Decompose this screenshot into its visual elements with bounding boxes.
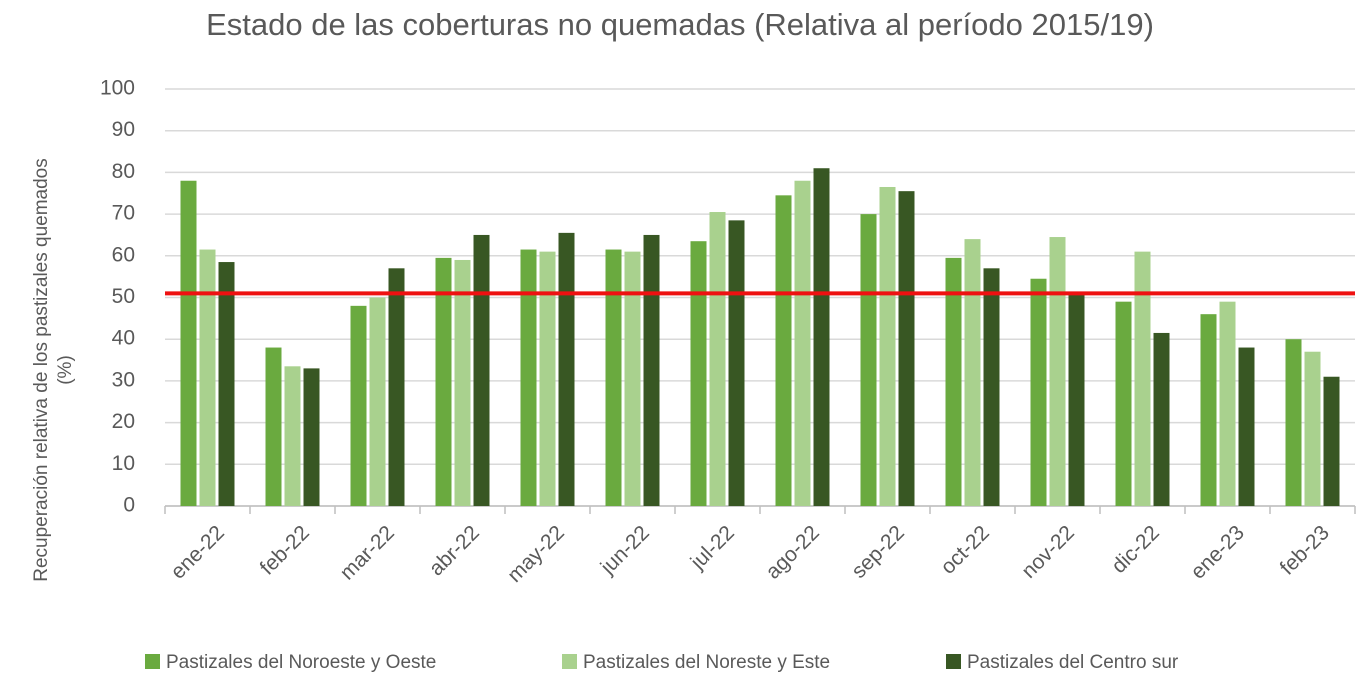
y-axis-label: (%) <box>55 355 76 385</box>
bar <box>643 234 660 506</box>
y-tick-label: 40 <box>112 327 135 350</box>
bar <box>775 195 792 506</box>
bar <box>813 168 830 507</box>
bar <box>520 249 537 507</box>
bar <box>454 259 471 506</box>
y-tick-label: 100 <box>100 77 135 100</box>
y-tick-label: 70 <box>112 202 135 225</box>
x-tick-label: ene-23 <box>1186 521 1249 584</box>
bar <box>1219 301 1236 506</box>
bar <box>1238 347 1255 506</box>
legend-label: Pastizales del Noroeste y Oeste <box>166 652 436 673</box>
x-tick-label: jun-22 <box>596 521 654 579</box>
bar <box>1049 237 1066 506</box>
y-tick-label: 0 <box>123 494 135 517</box>
legend-label: Pastizales del Noreste y Este <box>583 652 830 673</box>
bar <box>1115 301 1132 506</box>
bar <box>539 251 556 506</box>
x-tick-label: feb-23 <box>1276 521 1334 579</box>
bar <box>369 297 386 506</box>
y-tick-label: 20 <box>112 410 135 433</box>
bar <box>180 180 197 507</box>
bar <box>199 249 216 507</box>
x-tick-label: ene-22 <box>166 521 229 584</box>
x-tick-label: oct-22 <box>936 521 994 579</box>
legend-swatch <box>145 654 160 669</box>
x-tick-label: nov-22 <box>1017 521 1079 583</box>
bar <box>350 305 367 506</box>
bar <box>605 249 622 507</box>
legend-swatch <box>946 654 961 669</box>
x-tick-label: mar-22 <box>336 521 399 584</box>
bar <box>435 257 452 506</box>
bar <box>265 347 282 506</box>
x-tick-label: jul-22 <box>686 521 739 574</box>
x-tick-label: may-22 <box>503 521 569 587</box>
bar <box>1030 278 1047 506</box>
bar <box>860 214 877 506</box>
bar <box>473 234 490 506</box>
y-tick-label: 80 <box>112 160 135 183</box>
bar <box>1068 293 1085 506</box>
bar <box>1153 332 1170 506</box>
y-axis-label: Recuperación relativa de los pastizales … <box>31 158 52 582</box>
bar <box>1134 251 1151 506</box>
bar <box>964 239 981 506</box>
x-tick-label: feb-22 <box>256 521 314 579</box>
bar <box>709 212 726 506</box>
x-tick-label: dic-22 <box>1107 521 1164 578</box>
bar <box>558 232 575 507</box>
bar <box>794 180 811 507</box>
bar <box>898 191 915 507</box>
bar <box>1304 351 1321 506</box>
legend-label: Pastizales del Centro sur <box>967 652 1179 673</box>
bar <box>983 268 1000 506</box>
bar <box>1323 376 1340 506</box>
legend-swatch <box>562 654 577 669</box>
bar <box>879 186 896 506</box>
x-tick-label: ago-22 <box>761 521 824 584</box>
bar <box>284 366 301 506</box>
y-tick-label: 60 <box>112 243 135 266</box>
y-tick-label: 30 <box>112 368 135 391</box>
bar <box>624 251 641 506</box>
bar <box>303 368 320 506</box>
x-tick-label: abr-22 <box>425 521 484 580</box>
bar <box>218 262 235 506</box>
chart-title: Estado de las coberturas no quemadas (Re… <box>206 7 1154 42</box>
y-tick-label: 10 <box>112 452 135 475</box>
bar <box>1200 314 1217 506</box>
bar <box>728 220 745 507</box>
bar <box>388 268 405 506</box>
x-tick-label: sep-22 <box>847 521 909 583</box>
y-tick-label: 50 <box>112 285 135 308</box>
bar <box>945 257 962 506</box>
bar <box>1285 339 1302 506</box>
y-tick-label: 90 <box>112 118 135 141</box>
bar <box>690 241 707 506</box>
